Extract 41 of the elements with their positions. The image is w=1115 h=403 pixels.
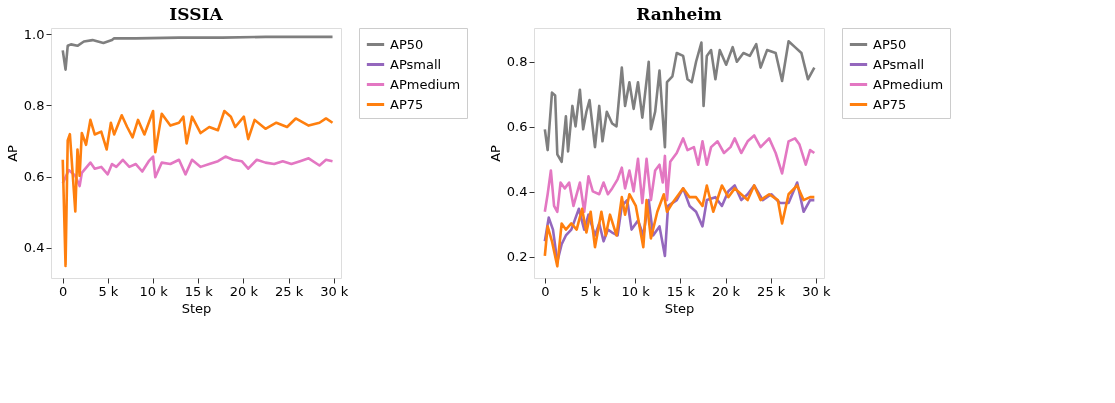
legend-label: AP75 [390,96,424,112]
x-tick-label: 10 k [621,283,651,299]
y-tick-label: 0.8 [506,54,528,70]
x-tick-label: 0 [541,283,550,299]
x-tick-label: 30 k [320,283,349,299]
line-series [61,155,334,188]
x-tick-label: 20 k [711,283,741,299]
line-series [61,109,334,268]
line-series [61,35,334,71]
y-tick-label: 0.4 [23,240,45,256]
x-axis-title: Step [664,300,695,316]
y-tick-label: 0.6 [23,169,45,184]
chart-title: ISSIA [169,3,224,24]
x-tick-label: 5 k [580,283,601,299]
legend-label: APmedium [873,76,944,92]
y-tick-label: 0.8 [23,97,45,113]
x-tick-label: 30 k [802,283,831,299]
legend-label: AP50 [873,36,907,52]
legend-label: AP50 [390,36,424,52]
x-tick-label: 5 k [98,283,119,299]
legend-label: APsmall [390,56,442,72]
y-tick-label: 0.2 [506,249,528,265]
line-series [543,134,816,214]
y-tick-label: 1.0 [23,26,45,42]
legend-label: APsmall [873,56,925,72]
legend-label: APmedium [390,76,461,92]
x-tick-label: 10 k [139,283,169,299]
y-tick-label: 0.4 [506,184,528,200]
y-axis-title: AP [4,144,20,162]
x-tick-label: 15 k [666,283,696,299]
x-tick-label: 25 k [275,283,304,299]
x-axis-title: Step [181,300,212,316]
line-series [543,40,816,164]
legend-label: AP75 [873,96,907,112]
y-tick-label: 0.6 [506,119,528,135]
x-tick-label: 25 k [757,283,786,299]
x-tick-label: 0 [59,283,68,299]
x-tick-label: 20 k [229,283,259,299]
y-axis-title: AP [487,144,503,162]
x-tick-label: 15 k [184,283,214,299]
chart-title: Ranheim [636,3,722,24]
